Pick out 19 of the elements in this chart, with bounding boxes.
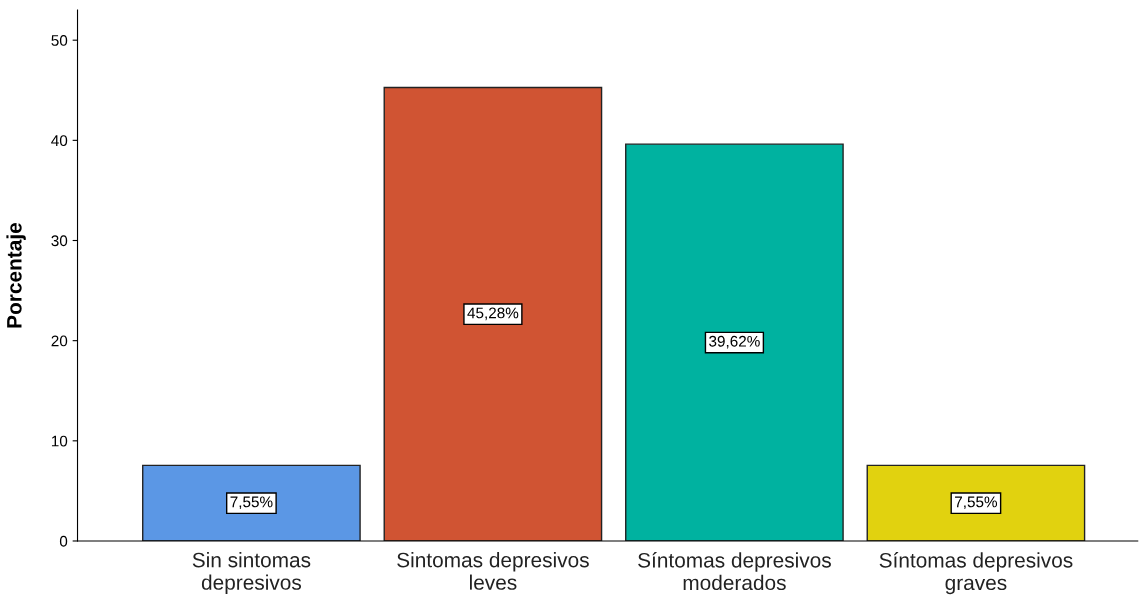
y-tick-label: 40 bbox=[51, 135, 68, 147]
bar bbox=[142, 464, 361, 541]
data-label: 39,62% bbox=[709, 335, 760, 349]
bar bbox=[866, 464, 1086, 541]
x-tick-label: Sintomas depresivos leves bbox=[397, 552, 589, 590]
y-axis-title: Porcentaje bbox=[6, 223, 26, 328]
x-tick-label: Síntomas depresivos graves bbox=[879, 552, 1073, 595]
y-tick-label: 50 bbox=[51, 35, 68, 46]
y-tick-label: 30 bbox=[51, 235, 68, 247]
data-label: 7,55% bbox=[230, 496, 273, 510]
y-tick-label: 10 bbox=[51, 435, 68, 447]
y-tick-label: 0 bbox=[59, 535, 68, 547]
data-label: 45,28% bbox=[467, 307, 519, 321]
x-tick-label: Sin sintomas depresivos bbox=[192, 552, 311, 594]
data-label: 7,55% bbox=[955, 496, 998, 510]
bar bbox=[383, 86, 603, 541]
x-tick-label: Síntomas depresivos moderados bbox=[638, 552, 831, 591]
y-tick-label: 20 bbox=[51, 335, 68, 347]
bar bbox=[625, 143, 844, 541]
